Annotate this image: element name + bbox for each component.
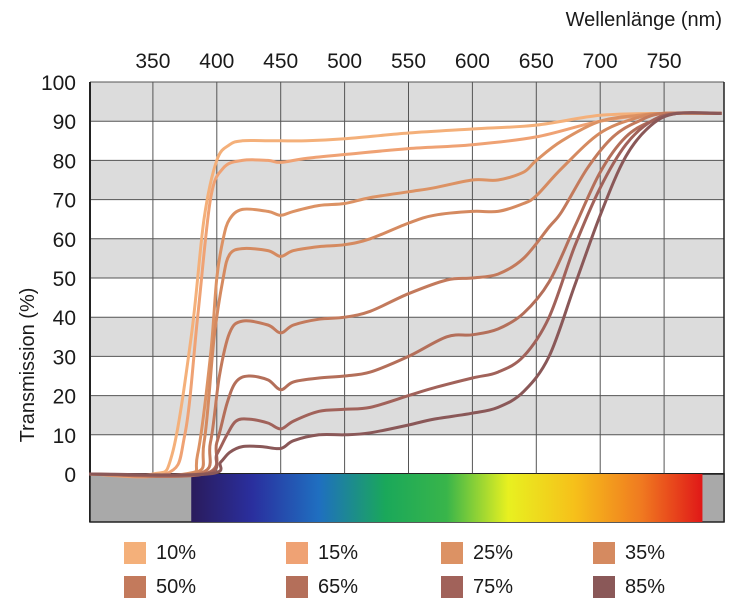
x-axis-label: Wellenlänge (nm) bbox=[566, 9, 722, 31]
y-tick-label: 100 bbox=[41, 72, 76, 95]
grid-band bbox=[90, 395, 724, 435]
x-tick-label: 400 bbox=[199, 50, 234, 73]
x-tick-label: 750 bbox=[647, 50, 682, 73]
series-line-15pct bbox=[88, 111, 722, 479]
y-tick-label: 90 bbox=[53, 111, 76, 134]
series-line-25pct bbox=[88, 111, 722, 477]
grid-band bbox=[90, 199, 724, 239]
x-tick-label: 600 bbox=[455, 50, 490, 73]
spectrum-bar bbox=[89, 473, 725, 523]
y-tick-label: 0 bbox=[64, 464, 76, 487]
y-axis-label: Transmission (%) bbox=[17, 288, 39, 443]
grid-band bbox=[90, 160, 724, 200]
grid-band bbox=[90, 317, 724, 357]
x-tick-label: 550 bbox=[391, 50, 426, 73]
series-lines bbox=[88, 111, 722, 479]
series-line-75pct bbox=[88, 111, 722, 477]
y-tick-label: 70 bbox=[53, 190, 76, 213]
y-tick-label: 20 bbox=[53, 386, 76, 409]
x-tick-label: 700 bbox=[583, 50, 618, 73]
series-line-85pct bbox=[88, 111, 722, 477]
y-axis-ticks: 0 10 20 30 40 50 60 70 80 90 100 bbox=[41, 72, 76, 487]
series-line-35pct bbox=[88, 111, 722, 478]
x-tick-label: 650 bbox=[519, 50, 554, 73]
x-axis-ticks: 350 400 450 500 550 600 650 700 750 bbox=[135, 50, 681, 73]
visible-spectrum bbox=[191, 474, 703, 522]
y-tick-label: 40 bbox=[53, 307, 76, 330]
grid-band bbox=[90, 356, 724, 396]
x-tick-label: 450 bbox=[263, 50, 298, 73]
series-line-65pct bbox=[88, 111, 722, 478]
y-tick-label: 80 bbox=[53, 150, 76, 173]
series-line-50pct bbox=[88, 111, 722, 478]
x-tick-label: 500 bbox=[327, 50, 362, 73]
y-tick-label: 10 bbox=[53, 425, 76, 448]
y-tick-label: 50 bbox=[53, 268, 76, 291]
y-tick-label: 60 bbox=[53, 229, 76, 252]
x-tick-label: 350 bbox=[135, 50, 170, 73]
grid-band bbox=[90, 238, 724, 278]
series-line-10pct bbox=[88, 111, 722, 477]
grid-band bbox=[90, 278, 724, 318]
y-tick-label: 30 bbox=[53, 346, 76, 369]
